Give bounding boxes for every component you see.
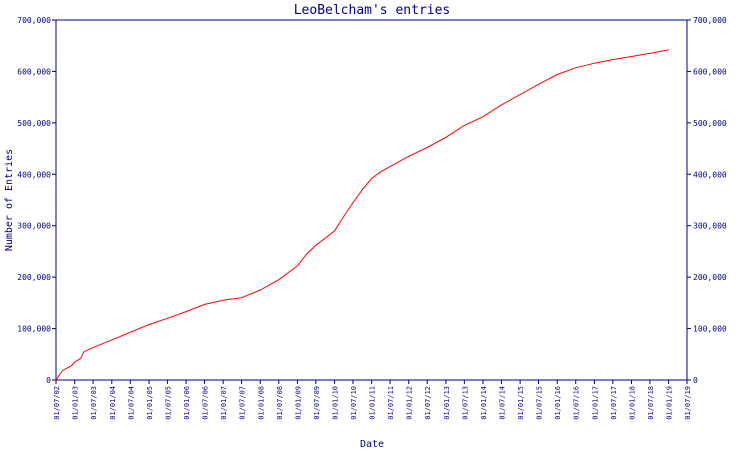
x-tick-label: 01/01/12: [406, 386, 414, 420]
x-tick-label: 01/01/09: [294, 386, 302, 420]
y-tick-label-left: 300,000: [17, 222, 51, 231]
x-tick-label: 01/07/06: [201, 386, 209, 420]
x-tick-label: 01/07/08: [276, 386, 284, 420]
y-tick-label-right: 400,000: [693, 170, 727, 179]
y-tick-label-left: 700,000: [17, 16, 51, 25]
x-tick-label: 01/01/19: [666, 386, 674, 420]
plot-frame: [55, 19, 688, 381]
y-tick-label-left: 200,000: [17, 273, 51, 282]
y-tick-label-right: 300,000: [693, 222, 727, 231]
x-tick-label: 01/01/06: [183, 386, 191, 420]
x-tick-label: 01/01/14: [480, 386, 488, 420]
y-axis-label: Number of Entries: [4, 149, 15, 251]
x-tick-label: 01/01/08: [257, 386, 265, 420]
plot-area: 0 0 100,000 100,000 200,000 200,000 300,000 300…: [17, 16, 727, 420]
y-tick-label-right: 100,000: [693, 325, 727, 334]
x-tick-label: 01/07/03: [90, 386, 98, 420]
x-tick-label: 01/01/03: [72, 386, 80, 420]
x-tick-label: 01/01/11: [369, 386, 377, 420]
y-tick-label-right: 500,000: [693, 119, 727, 128]
x-tick-label: 01/01/18: [629, 386, 637, 420]
x-tick-label: 01/01/10: [332, 386, 340, 420]
x-tick-label: 01/07/12: [424, 386, 432, 420]
y-tick-label-right: 600,000: [693, 67, 727, 76]
x-tick-label: 01/07/02: [53, 386, 61, 420]
x-tick-label: 01/07/15: [536, 386, 544, 420]
y-tick-label-left: 100,000: [17, 325, 51, 334]
x-tick-label: 01/07/17: [610, 386, 618, 420]
x-tick-label: 01/01/05: [146, 386, 154, 420]
x-tick-label: 01/07/19: [684, 386, 692, 420]
x-axis-label: Date: [360, 439, 384, 450]
x-tick-label: 01/01/07: [220, 386, 228, 420]
y-tick-label-right: 0: [693, 376, 698, 385]
series-line: [55, 49, 669, 381]
chart-title: LeoBelcham's entries: [294, 3, 451, 18]
x-tick-label: 01/07/16: [573, 386, 581, 420]
x-tick-label: 01/07/10: [350, 386, 358, 420]
x-tick-label: 01/01/16: [554, 386, 562, 420]
x-tick-label: 01/07/11: [387, 386, 395, 420]
x-tick-label: 01/07/14: [498, 386, 506, 420]
x-tick-label: 01/01/04: [109, 386, 117, 420]
y-tick-label-left: 600,000: [17, 67, 51, 76]
x-tick-label: 01/01/15: [517, 386, 525, 420]
x-tick-label: 01/07/18: [647, 386, 655, 420]
y-tick-label-right: 200,000: [693, 273, 727, 282]
x-tick-label: 01/07/05: [164, 386, 172, 420]
x-tick-label: 01/01/17: [591, 386, 599, 420]
y-tick-label-left: 400,000: [17, 170, 51, 179]
x-tick-label: 01/01/13: [443, 386, 451, 420]
y-tick-label-left: 500,000: [17, 119, 51, 128]
x-tick-label: 01/07/07: [239, 386, 247, 420]
x-tick-label: 01/07/04: [127, 386, 135, 420]
x-tick-label: 01/07/09: [313, 386, 321, 420]
x-tick-label: 01/07/13: [461, 386, 469, 420]
y-tick-label-right: 700,000: [693, 16, 727, 25]
y-tick-label-left: 0: [46, 376, 51, 385]
